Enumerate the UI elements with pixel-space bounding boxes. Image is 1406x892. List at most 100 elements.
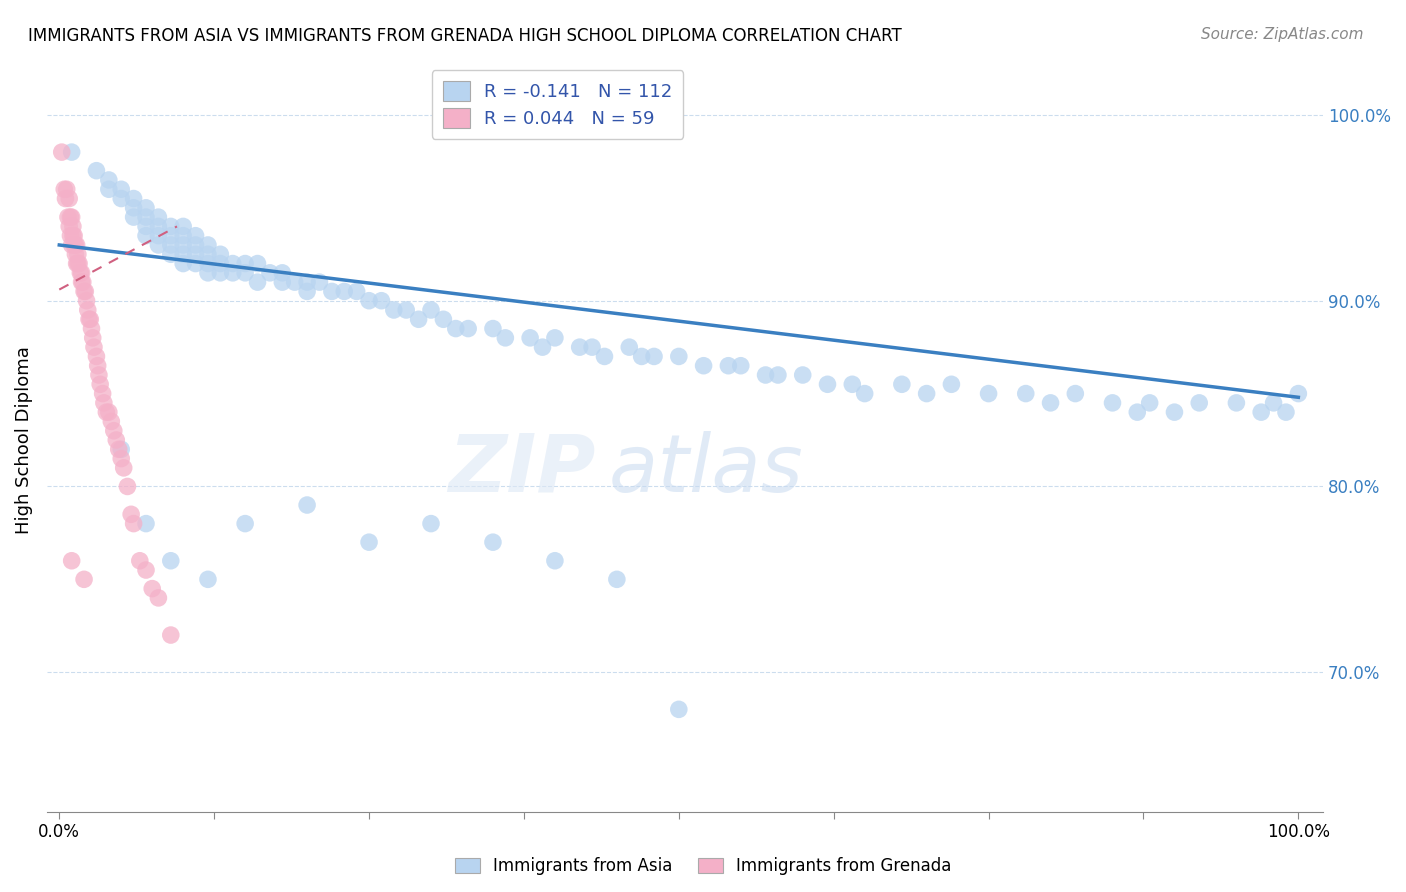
Point: [271, 266, 294, 280]
Point: [333, 285, 356, 299]
Point: [66, 256, 89, 270]
Point: [86, 163, 108, 178]
Point: [122, 210, 145, 224]
Point: [65, 238, 87, 252]
Point: [122, 192, 145, 206]
Point: [233, 516, 256, 531]
Point: [1126, 405, 1149, 419]
Point: [73, 572, 96, 586]
Point: [75, 285, 97, 299]
Point: [420, 516, 443, 531]
Point: [1188, 396, 1211, 410]
Point: [184, 247, 207, 261]
Point: [86, 359, 108, 373]
Point: [159, 554, 181, 568]
Point: [593, 350, 616, 364]
Point: [135, 201, 157, 215]
Point: [977, 386, 1000, 401]
Point: [519, 331, 541, 345]
Point: [382, 303, 405, 318]
Point: [70, 266, 93, 280]
Point: [55, 192, 77, 206]
Point: [482, 535, 505, 549]
Point: [197, 247, 219, 261]
Point: [941, 377, 963, 392]
Point: [1275, 405, 1298, 419]
Point: [76, 303, 98, 318]
Point: [1039, 396, 1062, 410]
Point: [246, 256, 269, 270]
Point: [159, 628, 181, 642]
Point: [112, 461, 135, 475]
Point: [295, 285, 318, 299]
Point: [668, 702, 690, 716]
Point: [63, 238, 86, 252]
Point: [643, 350, 665, 364]
Point: [141, 582, 163, 596]
Point: [67, 256, 90, 270]
Point: [69, 266, 91, 280]
Point: [432, 312, 454, 326]
Point: [58, 219, 80, 234]
Point: [51, 145, 73, 160]
Point: [87, 368, 110, 382]
Point: [357, 293, 380, 308]
Point: [630, 350, 652, 364]
Point: [148, 591, 170, 605]
Point: [395, 303, 418, 318]
Text: Source: ZipAtlas.com: Source: ZipAtlas.com: [1201, 27, 1364, 42]
Point: [59, 210, 82, 224]
Point: [197, 266, 219, 280]
Point: [148, 238, 170, 252]
Point: [96, 405, 118, 419]
Point: [581, 340, 603, 354]
Point: [209, 247, 232, 261]
Point: [135, 210, 157, 224]
Point: [544, 331, 567, 345]
Point: [295, 498, 318, 512]
Point: [159, 228, 181, 243]
Point: [346, 285, 368, 299]
Point: [135, 219, 157, 234]
Point: [59, 228, 82, 243]
Point: [76, 293, 98, 308]
Point: [259, 266, 281, 280]
Point: [172, 228, 194, 243]
Point: [692, 359, 714, 373]
Point: [544, 554, 567, 568]
Point: [65, 238, 87, 252]
Point: [82, 331, 104, 345]
Point: [222, 266, 245, 280]
Point: [420, 303, 443, 318]
Point: [246, 275, 269, 289]
Point: [1163, 405, 1185, 419]
Point: [370, 293, 392, 308]
Point: [77, 312, 100, 326]
Point: [172, 247, 194, 261]
Point: [97, 173, 120, 187]
Point: [568, 340, 591, 354]
Point: [63, 228, 86, 243]
Point: [80, 321, 103, 335]
Legend: Immigrants from Asia, Immigrants from Grenada: Immigrants from Asia, Immigrants from Gr…: [447, 849, 959, 884]
Point: [148, 219, 170, 234]
Point: [128, 554, 150, 568]
Point: [197, 238, 219, 252]
Point: [105, 433, 128, 447]
Point: [58, 192, 80, 206]
Point: [1286, 386, 1309, 401]
Point: [120, 508, 142, 522]
Point: [117, 479, 139, 493]
Point: [135, 516, 157, 531]
Point: [107, 442, 129, 457]
Point: [62, 228, 84, 243]
Point: [853, 386, 876, 401]
Point: [73, 285, 96, 299]
Point: [184, 228, 207, 243]
Text: ZIP: ZIP: [449, 431, 596, 508]
Point: [55, 182, 77, 196]
Point: [135, 563, 157, 577]
Point: [1225, 396, 1247, 410]
Point: [60, 554, 83, 568]
Point: [494, 331, 516, 345]
